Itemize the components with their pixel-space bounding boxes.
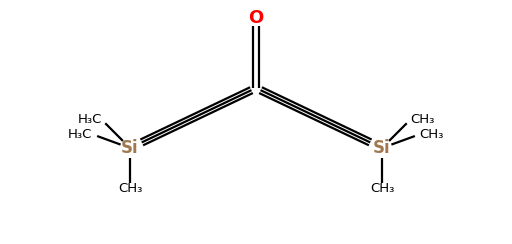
Text: H₃C: H₃C (68, 128, 92, 141)
Text: CH₃: CH₃ (118, 182, 142, 194)
Text: CH₃: CH₃ (420, 128, 444, 141)
Text: O: O (248, 9, 264, 27)
Text: CH₃: CH₃ (410, 113, 435, 126)
Text: CH₃: CH₃ (370, 182, 394, 194)
Text: H₃C: H₃C (77, 113, 102, 126)
Text: Si: Si (121, 139, 139, 157)
Text: Si: Si (373, 139, 391, 157)
